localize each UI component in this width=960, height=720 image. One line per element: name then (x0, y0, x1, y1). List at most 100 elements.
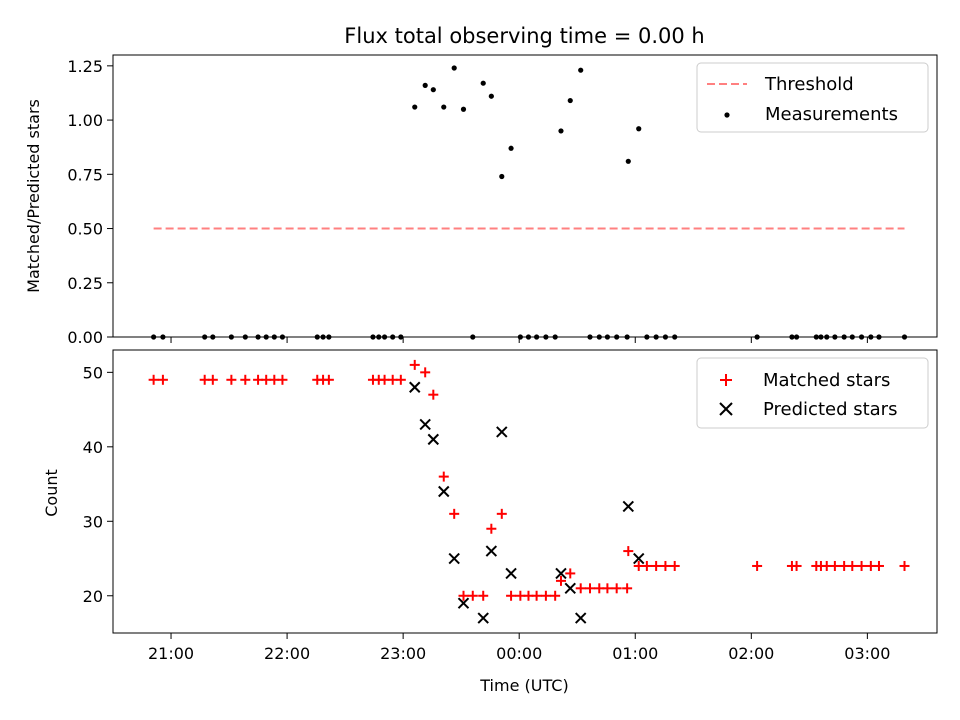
matched-star-point (847, 560, 858, 571)
matched-star-point (467, 590, 478, 601)
top-y-tick-label: 0.25 (67, 274, 103, 293)
bottom-y-tick-label: 30 (83, 512, 103, 531)
measurement-point (567, 97, 573, 104)
matched-star-point (752, 560, 763, 571)
measurement-point (441, 104, 447, 110)
matched-star-point (148, 374, 159, 385)
matched-star-point (438, 471, 449, 482)
bottom-y-tick-label: 40 (83, 438, 103, 457)
legend-predicted-swatch (719, 402, 733, 416)
matched-star-point (565, 568, 576, 579)
predicted-star-point (622, 500, 634, 513)
measurement-point (480, 80, 486, 86)
matched-star-point (157, 374, 168, 385)
bottom-y-axis-label: Count (42, 469, 61, 517)
x-tick-label: 00:00 (496, 644, 542, 663)
top-y-axis-label: Matched/Predicted stars (24, 99, 43, 293)
matched-star-point (395, 374, 406, 385)
legend-matched-swatch (720, 374, 732, 386)
top-legend: Threshold Measurements (696, 62, 929, 133)
matched-star-point (506, 590, 517, 601)
predicted-star-point (485, 545, 498, 557)
top-plot-area: 0.00 0.25 0.50 0.75 1.00 1.25 (67, 54, 938, 347)
measurement-point (636, 126, 642, 132)
matched-star-point (478, 590, 489, 601)
matched-star-point (669, 560, 680, 571)
x-tick-label: 21:00 (148, 644, 194, 663)
top-y-tick-label: 0.50 (67, 220, 103, 239)
matched-star-point (623, 546, 634, 557)
matched-star-point (550, 590, 561, 601)
x-tick-label: 02:00 (728, 644, 774, 663)
predicted-star-point (633, 552, 645, 565)
predicted-star-point (496, 426, 508, 438)
legend-matched-label: Matched stars (763, 370, 890, 391)
matched-star-point (540, 590, 551, 601)
measurement-point (460, 106, 467, 112)
matched-star-point (856, 560, 867, 571)
legend-measurements-label: Measurements (765, 104, 898, 125)
bottom-legend-box (696, 357, 929, 429)
top-y-tick-label: 0.00 (67, 328, 103, 347)
predicted-star-point (427, 433, 440, 446)
predicted-star-point (574, 612, 587, 624)
bottom-axes-frame (112, 349, 938, 634)
matched-star-point (207, 374, 218, 385)
matched-star-point (575, 583, 586, 594)
x-tick-label: 03:00 (844, 644, 890, 663)
matched-star-point (226, 374, 237, 385)
x-tick-label: 22:00 (264, 644, 310, 663)
x-axis-label: Time (UTC) (479, 676, 568, 695)
measurement-point (499, 173, 505, 180)
matched-star-point (829, 560, 840, 571)
matched-star-point (531, 590, 542, 601)
predicted-star-point (477, 612, 489, 624)
measurement-point (625, 158, 631, 164)
predicted-star-point (448, 552, 460, 565)
measurement-point (488, 93, 494, 99)
legend-predicted-label: Predicted stars (763, 399, 897, 420)
predicted-star-point (419, 418, 431, 431)
x-tick-label: 23:00 (380, 644, 426, 663)
matched-star-point (651, 560, 662, 571)
matched-star-point (486, 523, 497, 534)
matched-star-point (602, 583, 613, 594)
top-y-tick-label: 0.75 (67, 165, 103, 184)
top-axes-frame (112, 54, 938, 338)
measurement-point (578, 67, 584, 73)
bottom-legend: Matched stars Predicted stars (696, 357, 929, 429)
matched-star-point (240, 374, 251, 385)
top-y-tick-label: 1.25 (67, 57, 103, 76)
legend-measurements-swatch (724, 112, 730, 118)
top-legend-box (696, 62, 929, 133)
matched-star-point (449, 508, 460, 519)
bottom-plot-area: 20 30 40 50 21:00 22:00 23:00 00:00 01:00 02:00 03… (83, 349, 938, 663)
matched-star-point (622, 583, 633, 594)
matched-star-point (409, 359, 420, 370)
chart-title: Flux total observing time = 0.00 h (344, 24, 704, 48)
matched-star-point (899, 560, 910, 571)
measurement-point (422, 82, 428, 88)
measurement-point (430, 87, 436, 93)
measurement-point (508, 145, 514, 151)
predicted-star-point (438, 485, 450, 498)
bottom-y-tick-label: 20 (83, 587, 103, 606)
matched-star-point (791, 560, 802, 571)
x-tick-label: 01:00 (612, 644, 658, 663)
predicted-star-point (555, 567, 567, 580)
matched-star-point (611, 583, 622, 594)
matched-star-point (555, 575, 566, 586)
matched-star-point (641, 560, 652, 571)
matched-star-point (584, 583, 595, 594)
measurement-point (412, 104, 418, 110)
matched-star-point (873, 560, 884, 571)
predicted-star-point (457, 597, 470, 609)
predicted-star-point (564, 582, 576, 595)
matched-star-point (458, 590, 469, 601)
matched-star-point (660, 560, 671, 571)
measurement-point (451, 65, 457, 71)
matched-star-point (428, 389, 439, 400)
matched-star-point (323, 374, 334, 385)
bottom-y-tick-label: 50 (83, 363, 103, 382)
